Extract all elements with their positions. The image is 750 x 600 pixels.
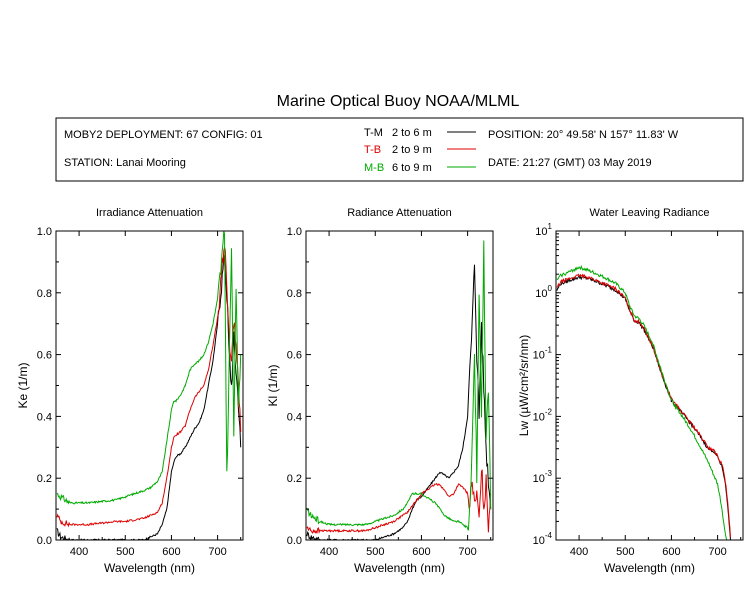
y-tick-exp: 1 — [548, 222, 553, 231]
x-tick-label: 500 — [616, 546, 634, 558]
y-axis-label: Ke (1/m) — [16, 362, 30, 408]
y-tick-exp: -4 — [545, 531, 553, 540]
y-tick-exp: -1 — [545, 346, 553, 355]
plot-frame — [55, 230, 244, 541]
x-tick-label: 400 — [570, 546, 588, 558]
y-tick-label: 10-3 — [533, 469, 553, 485]
legend: T-M 2 to 6 m T-B 2 to 9 m M-B 6 to 9 m — [364, 127, 476, 174]
station-text: STATION: Lanai Mooring — [64, 157, 186, 169]
y-tick-exp: -3 — [545, 469, 553, 478]
series-m-b — [306, 240, 492, 531]
chart-water-leaving-radiance: Water Leaving Radiance 400 500 600 700 Wavele… — [517, 207, 744, 575]
y-tick-label: 101 — [535, 222, 552, 238]
series-m-b — [56, 231, 242, 505]
position-text: POSITION: 20° 49.58' N 157° 11.83' W — [488, 129, 679, 141]
series-t-m — [306, 264, 492, 540]
x-tick-label: 600 — [412, 546, 430, 558]
chart-title: Irradiance Attenuation — [96, 207, 203, 219]
y-tick-base: 10 — [533, 473, 545, 485]
x-tick-label: 600 — [162, 546, 180, 558]
series-t-b — [306, 469, 492, 535]
series-group — [56, 231, 242, 540]
x-axis-label: Wavelength (nm) — [354, 561, 445, 575]
x-tick-label: 500 — [116, 546, 134, 558]
plot-frame — [555, 230, 744, 541]
legend-code-t-m: T-M — [364, 127, 383, 139]
chart-irradiance-attenuation: Irradiance Attenuation 400 500 600 700 Wavele… — [16, 207, 244, 575]
x-tick-label: 500 — [366, 546, 384, 558]
series-group — [306, 240, 492, 540]
chart-radiance-attenuation: Radiance Attenuation 400 500 600 700 Waveleng… — [266, 207, 494, 575]
series-m-b — [556, 264, 728, 540]
y-tick-base: 10 — [535, 288, 547, 300]
y-tick-label: 0.0 — [287, 535, 302, 547]
y-tick-label: 0.0 — [37, 535, 52, 547]
y-tick-label: 0.8 — [287, 288, 302, 300]
series-t-b — [56, 247, 242, 528]
y-tick-label: 1.0 — [37, 226, 52, 238]
x-tick-label: 700 — [458, 546, 476, 558]
chart-title: Water Leaving Radiance — [589, 207, 709, 219]
y-tick-exp: -2 — [545, 407, 553, 416]
y-tick-label: 0.2 — [287, 473, 302, 485]
series-group — [556, 264, 731, 540]
x-axis-label: Wavelength (nm) — [604, 561, 695, 575]
y-tick-base: 10 — [533, 350, 545, 362]
series-t-b — [556, 273, 731, 538]
y-tick-label: 0.6 — [37, 350, 52, 362]
x-tick-label: 400 — [70, 546, 88, 558]
legend-code-m-b: M-B — [364, 162, 384, 174]
x-axis-label: Wavelength (nm) — [104, 561, 195, 575]
deployment-text: MOBY2 DEPLOYMENT: 67 CONFIG: 01 — [64, 129, 263, 141]
y-tick-base: 10 — [533, 535, 545, 547]
y-tick-label: 10-1 — [533, 346, 553, 362]
y-tick-base: 10 — [535, 226, 547, 238]
info-box-frame — [55, 117, 744, 182]
y-tick-label: 0.6 — [287, 350, 302, 362]
x-tick-label: 700 — [208, 546, 226, 558]
legend-code-t-b: T-B — [364, 144, 381, 156]
x-tick-label: 600 — [662, 546, 680, 558]
info-box: MOBY2 DEPLOYMENT: 67 CONFIG: 01 STATION:… — [55, 117, 744, 182]
x-tick-label: 700 — [708, 546, 726, 558]
y-tick-label: 1.0 — [287, 226, 302, 238]
page-title: Marine Optical Buoy NOAA/MLML — [277, 93, 520, 110]
legend-range-t-b: 2 to 9 m — [392, 144, 432, 156]
y-tick-exp: 0 — [548, 284, 553, 293]
y-tick-label: 10-2 — [533, 407, 553, 423]
y-tick-base: 10 — [533, 411, 545, 423]
series-t-m — [56, 255, 242, 540]
y-tick-label: 100 — [535, 284, 552, 300]
series-t-m — [556, 274, 731, 540]
y-axis-label: Lw (µW/cm²/sr/nm) — [517, 335, 531, 437]
legend-range-t-m: 2 to 6 m — [392, 127, 432, 139]
y-tick-label: 0.4 — [287, 411, 302, 423]
y-tick-label: 10-4 — [533, 531, 553, 547]
y-axis-label: Kl (1/m) — [266, 364, 280, 406]
date-text: DATE: 21:27 (GMT) 03 May 2019 — [488, 157, 652, 169]
plot-frame — [305, 230, 494, 541]
y-tick-label: 0.4 — [37, 411, 52, 423]
y-tick-label: 0.8 — [37, 288, 52, 300]
legend-range-m-b: 6 to 9 m — [392, 162, 432, 174]
chart-title: Radiance Attenuation — [347, 207, 452, 219]
y-tick-label: 0.2 — [37, 473, 52, 485]
x-tick-label: 400 — [320, 546, 338, 558]
